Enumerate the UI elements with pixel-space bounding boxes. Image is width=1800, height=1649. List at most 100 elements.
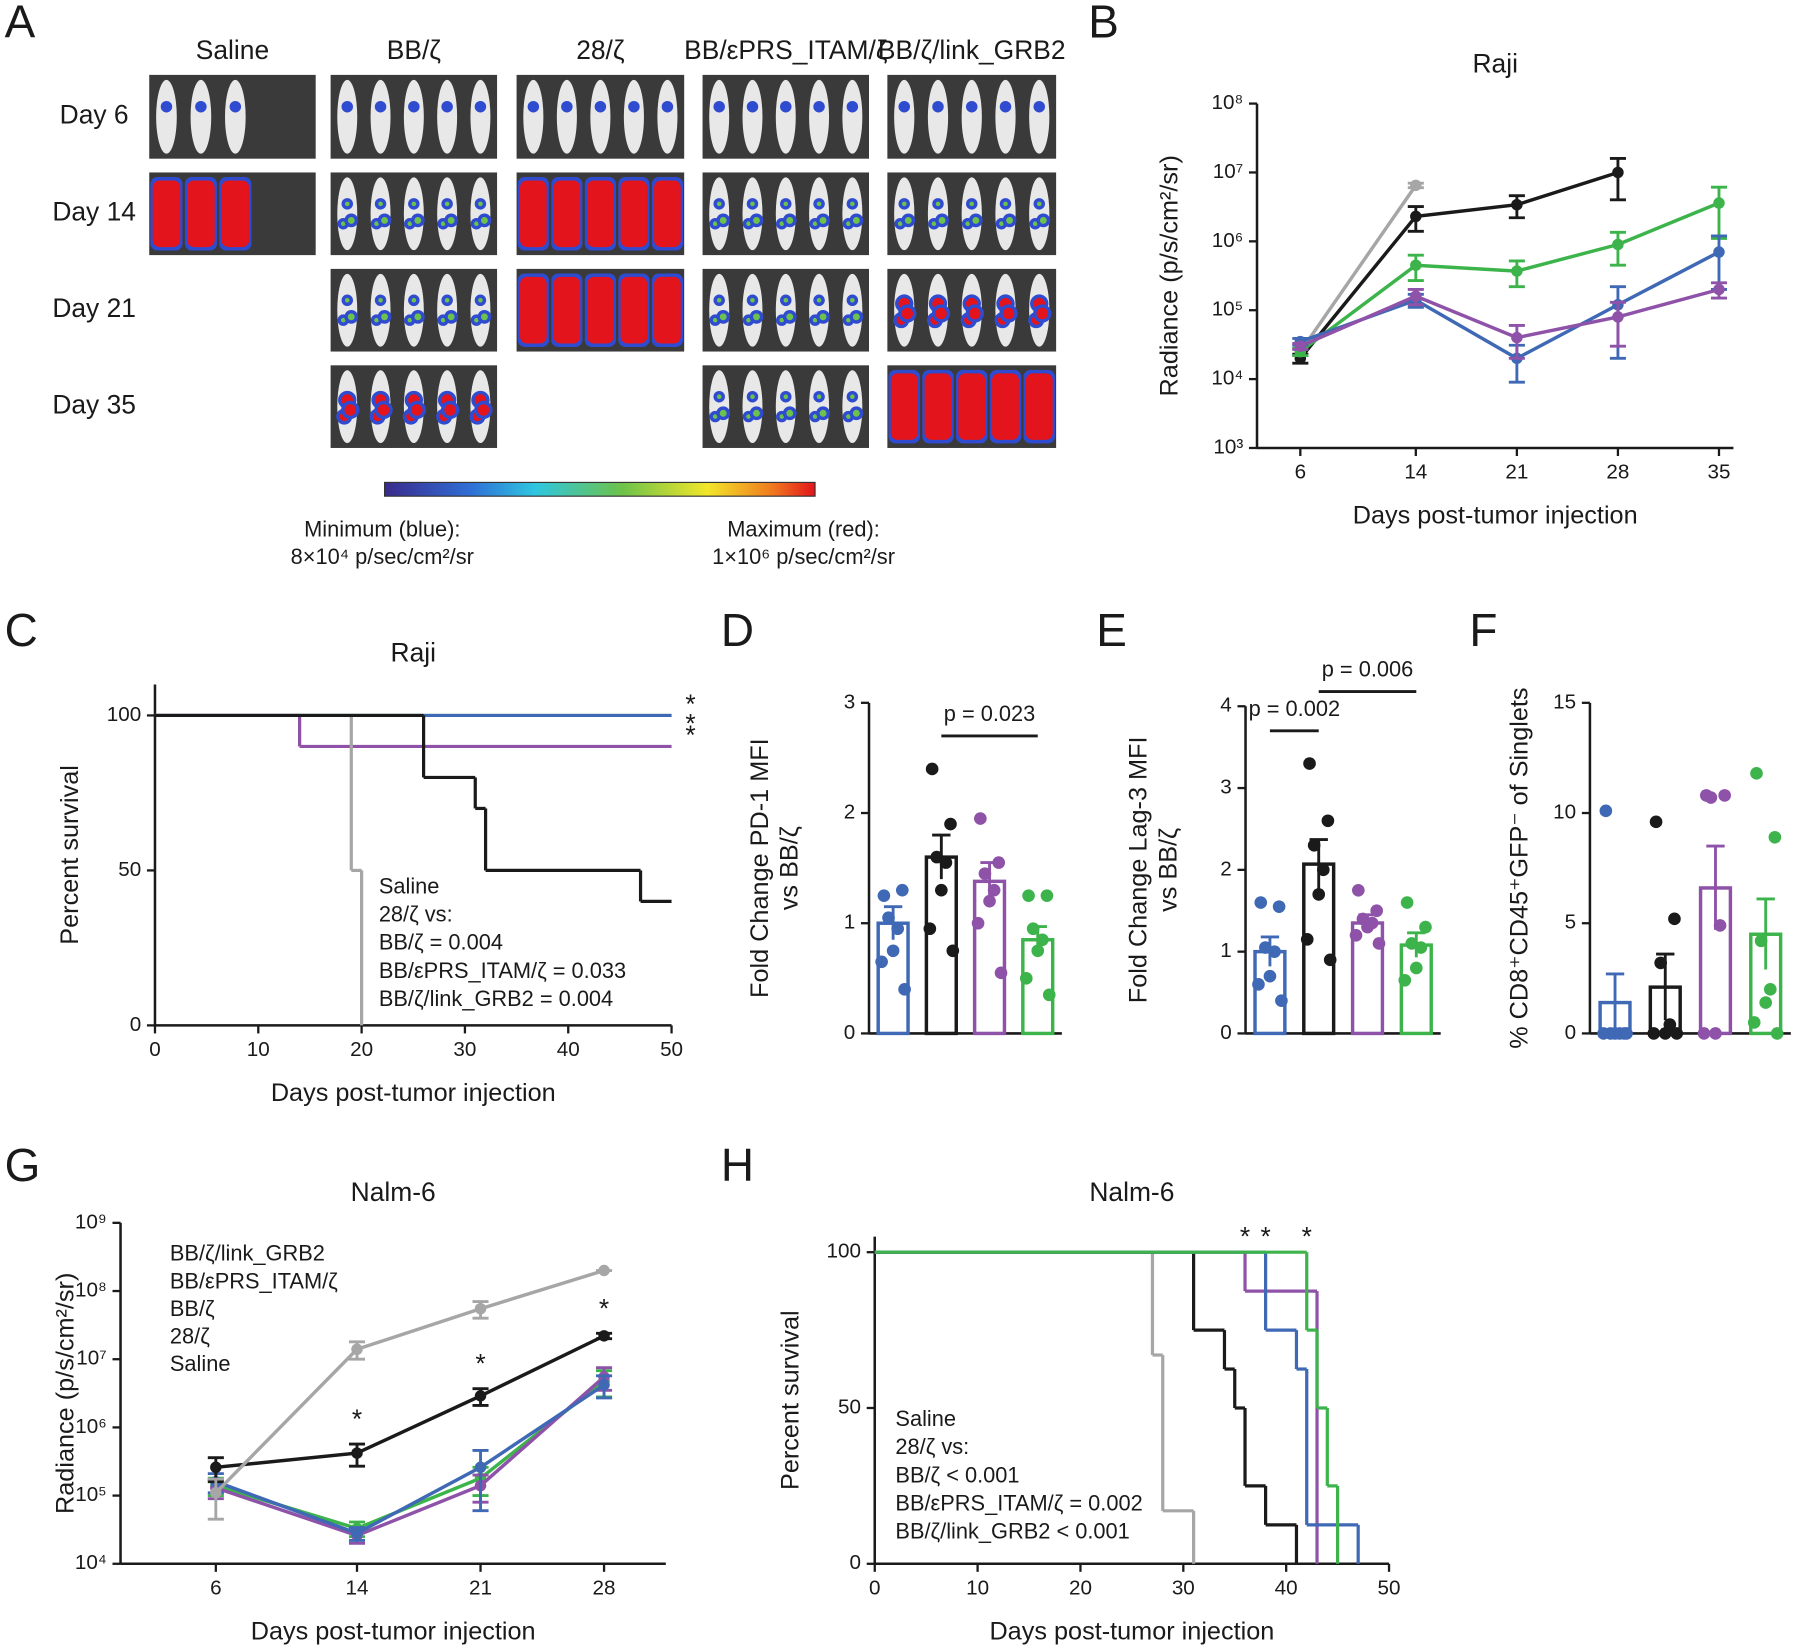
data-point (1398, 973, 1412, 987)
data-point (1361, 920, 1374, 934)
signal (587, 276, 614, 344)
y-tick-label: 50 (838, 1395, 861, 1418)
signal (746, 221, 751, 226)
data-point (1352, 883, 1365, 897)
mouse (995, 79, 1016, 154)
y-tick-label: 10⁶ (75, 1415, 106, 1438)
signal (480, 313, 488, 321)
data-point (971, 916, 985, 930)
mouse (775, 79, 796, 154)
data-point (1419, 920, 1432, 934)
signal (407, 221, 413, 226)
mouse (337, 273, 358, 347)
legend-entry: BB/ζ (170, 1296, 215, 1321)
data-point (1747, 1016, 1761, 1029)
signal (229, 100, 242, 113)
data-point (1019, 972, 1033, 985)
data-point (1713, 246, 1725, 258)
signal (447, 313, 455, 321)
signal (594, 100, 607, 113)
y-axis-label: Percent survival (56, 765, 84, 945)
data-point (598, 1264, 610, 1277)
mouse (403, 177, 424, 251)
x-axis-label: Days post-tumor injection (1353, 502, 1638, 530)
signal (344, 404, 356, 416)
mouse (927, 177, 949, 251)
data-point (1268, 945, 1281, 958)
mouse (961, 79, 982, 154)
signal (780, 100, 792, 113)
x-tick-label: 10 (966, 1576, 989, 1599)
x-tick-label: 0 (149, 1038, 161, 1061)
signal (447, 216, 455, 224)
data-point (598, 1379, 610, 1391)
significance-star: * (475, 1349, 485, 1379)
signal (374, 221, 379, 226)
signal (561, 100, 573, 113)
data-point (1612, 166, 1624, 179)
data-point (895, 883, 909, 897)
signal (972, 216, 980, 224)
mouse (842, 370, 863, 444)
significance-star: * (1302, 1221, 1312, 1251)
y-tick-label: 3 (844, 690, 856, 713)
signal (1025, 373, 1053, 440)
mouse (556, 79, 577, 154)
y-tick-label: 2 (1220, 857, 1232, 880)
x-axis-label: Days post-tumor injection (989, 1617, 1274, 1645)
mouse (809, 177, 830, 251)
signal (719, 216, 727, 224)
group-title: 28/ζ (576, 35, 625, 65)
signal (654, 276, 681, 344)
signal (1036, 307, 1049, 320)
signal (783, 394, 789, 400)
colorbar-label: 8×10⁴ p/sec/cm²/sr (291, 544, 474, 569)
x-tick-label: 28 (1606, 461, 1629, 484)
signal (378, 201, 383, 207)
data-point (1254, 896, 1268, 909)
signal (440, 317, 446, 323)
x-tick-label: 50 (1378, 1576, 1401, 1599)
mouse (894, 79, 915, 154)
data-point (1031, 944, 1045, 958)
data-point (1410, 210, 1422, 223)
data-point (1718, 789, 1731, 802)
signal (898, 100, 910, 113)
data-point (974, 812, 987, 825)
data-point (875, 955, 888, 969)
mouse (842, 273, 863, 347)
signal (999, 221, 1004, 226)
x-tick-label: 6 (1295, 461, 1307, 484)
mouse (437, 79, 458, 154)
day-label: Day 21 (52, 293, 136, 323)
legend-entry: Saline (170, 1351, 231, 1376)
mouse (742, 370, 763, 444)
p-value: p = 0.002 (1249, 696, 1341, 721)
legend-entry: 28/ζ (170, 1323, 210, 1348)
data-point (1768, 830, 1782, 844)
series-line (214, 1268, 605, 1494)
mouse (709, 79, 730, 154)
significance-star: * (685, 709, 695, 739)
data-point (978, 867, 992, 880)
annotation: BB/ζ/link_GRB2 < 0.001 (895, 1519, 1129, 1544)
significance-star: * (1260, 1221, 1270, 1251)
signal (846, 100, 859, 113)
signal (999, 100, 1012, 113)
data-point (1713, 283, 1725, 296)
y-tick-label: 10⁶ (1212, 229, 1243, 252)
signal (846, 414, 851, 419)
colorbar (383, 481, 816, 497)
mouse (470, 79, 491, 154)
signal (965, 221, 970, 226)
series-line (1299, 201, 1720, 354)
bar (1399, 943, 1433, 1036)
signal (478, 297, 483, 303)
data-point (1713, 197, 1725, 209)
series-line (215, 1383, 606, 1536)
data-point (1597, 1027, 1610, 1040)
signal (746, 414, 751, 419)
data-point (1511, 265, 1523, 277)
mouse (437, 177, 458, 251)
signal (195, 100, 207, 113)
